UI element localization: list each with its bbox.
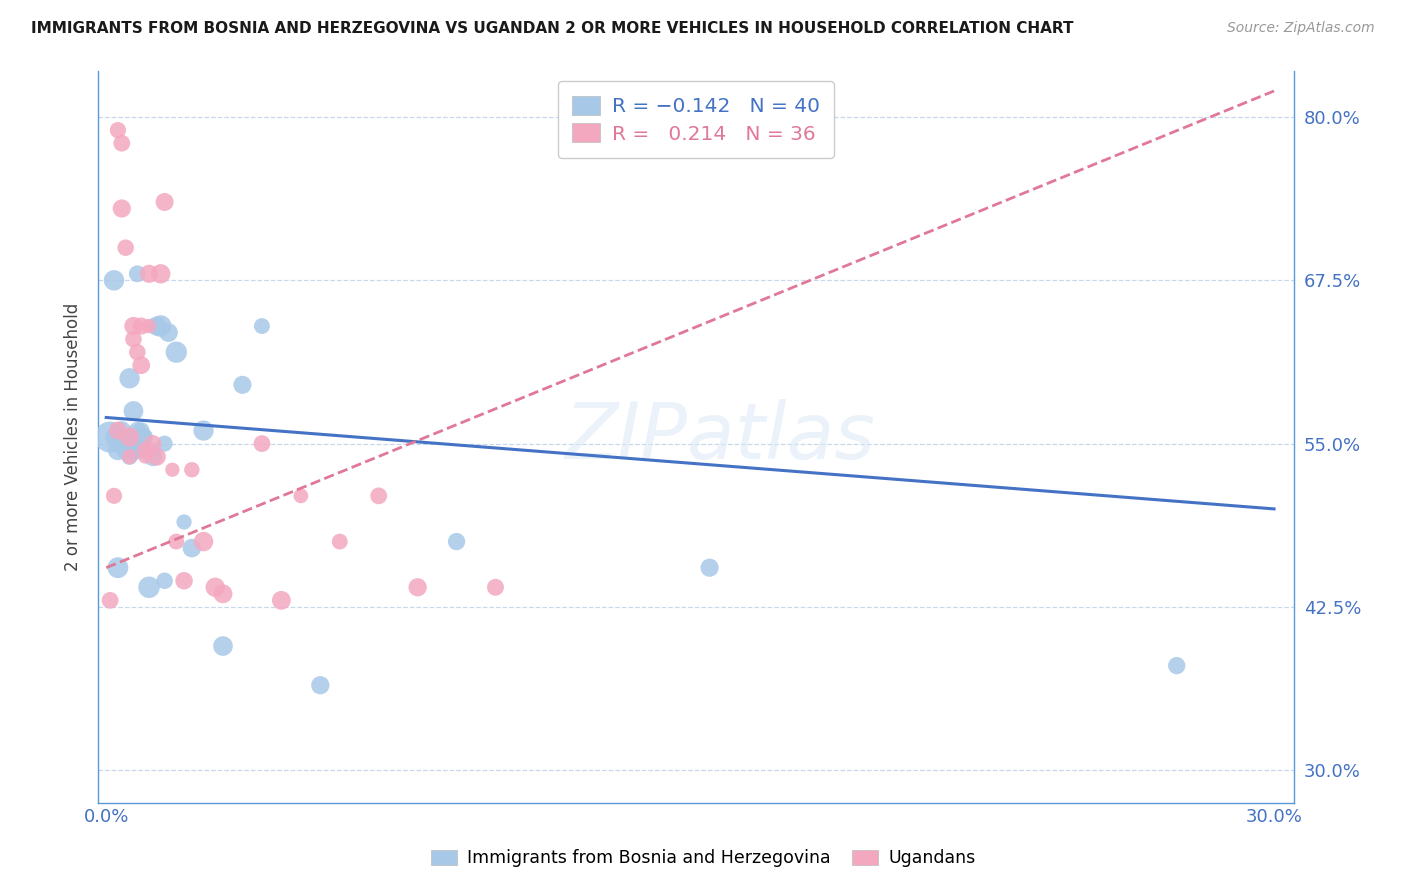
Point — [138, 580, 160, 594]
Point — [107, 560, 129, 574]
Point — [122, 404, 145, 418]
Point — [142, 450, 165, 464]
Point — [107, 424, 129, 438]
Point — [129, 430, 152, 444]
Point — [162, 463, 184, 477]
Point — [107, 443, 129, 458]
Point — [367, 489, 389, 503]
Point — [118, 371, 141, 385]
Point — [329, 534, 352, 549]
Point — [699, 560, 721, 574]
Point — [114, 241, 136, 255]
Point — [290, 489, 312, 503]
Point — [118, 430, 141, 444]
Point — [484, 580, 506, 594]
Point — [165, 534, 187, 549]
Point — [149, 319, 172, 334]
Point — [111, 424, 134, 438]
Point — [193, 424, 215, 438]
Point — [146, 450, 169, 464]
Point — [180, 463, 202, 477]
Point — [157, 326, 180, 340]
Point — [165, 345, 187, 359]
Point — [212, 587, 235, 601]
Point — [98, 430, 121, 444]
Point — [98, 593, 121, 607]
Legend: Immigrants from Bosnia and Herzegovina, Ugandans: Immigrants from Bosnia and Herzegovina, … — [423, 843, 983, 874]
Point — [204, 580, 226, 594]
Text: ZIPatlas: ZIPatlas — [564, 399, 876, 475]
Point — [193, 534, 215, 549]
Point — [1166, 658, 1188, 673]
Point — [138, 267, 160, 281]
Text: IMMIGRANTS FROM BOSNIA AND HERZEGOVINA VS UGANDAN 2 OR MORE VEHICLES IN HOUSEHOL: IMMIGRANTS FROM BOSNIA AND HERZEGOVINA V… — [31, 21, 1073, 36]
Y-axis label: 2 or more Vehicles in Household: 2 or more Vehicles in Household — [65, 303, 83, 571]
Point — [111, 436, 134, 450]
Point — [134, 450, 156, 464]
Point — [129, 424, 152, 438]
Point — [250, 436, 273, 450]
Point — [153, 194, 176, 209]
Point — [153, 574, 176, 588]
Point — [122, 443, 145, 458]
Point — [134, 443, 156, 458]
Point — [250, 319, 273, 334]
Point — [173, 574, 195, 588]
Point — [180, 541, 202, 555]
Point — [127, 443, 149, 458]
Point — [149, 267, 172, 281]
Point — [127, 267, 149, 281]
Point — [103, 489, 125, 503]
Point — [129, 358, 152, 372]
Point — [129, 319, 152, 334]
Point — [127, 424, 149, 438]
Point — [122, 332, 145, 346]
Point — [231, 377, 253, 392]
Point — [134, 430, 156, 444]
Point — [118, 430, 141, 444]
Point — [146, 319, 169, 334]
Legend: R = −0.142   N = 40, R =   0.214   N = 36: R = −0.142 N = 40, R = 0.214 N = 36 — [558, 81, 834, 158]
Text: Source: ZipAtlas.com: Source: ZipAtlas.com — [1227, 21, 1375, 35]
Point — [111, 136, 134, 151]
Point — [111, 202, 134, 216]
Point — [103, 273, 125, 287]
Point — [114, 443, 136, 458]
Point — [134, 443, 156, 458]
Point — [173, 515, 195, 529]
Point — [118, 450, 141, 464]
Point — [406, 580, 429, 594]
Point — [309, 678, 332, 692]
Point — [212, 639, 235, 653]
Point — [142, 436, 165, 450]
Point — [107, 123, 129, 137]
Point — [446, 534, 468, 549]
Point — [103, 430, 125, 444]
Point — [153, 436, 176, 450]
Point — [127, 345, 149, 359]
Point — [270, 593, 292, 607]
Point — [138, 319, 160, 334]
Point — [142, 443, 165, 458]
Point — [122, 319, 145, 334]
Point — [118, 450, 141, 464]
Point — [114, 430, 136, 444]
